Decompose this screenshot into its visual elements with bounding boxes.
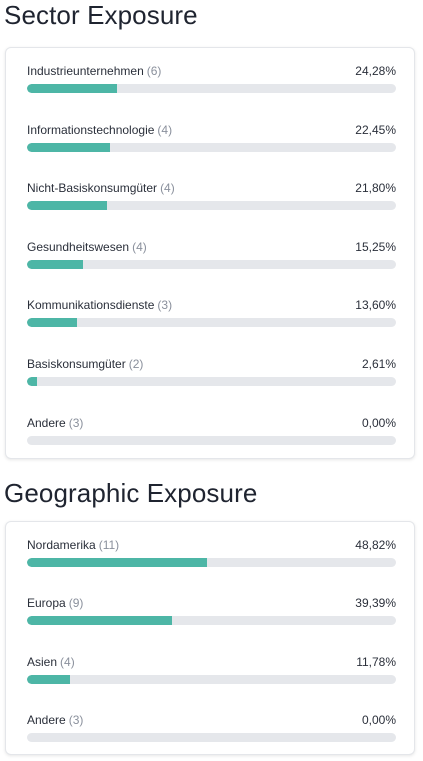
sector-name: Informationstechnologie [27, 122, 155, 137]
region-bar-track [27, 674, 396, 684]
sector-bar-track [27, 377, 396, 386]
sector-exposure-title: Sector Exposure [4, 0, 198, 30]
sector-row-header: Nicht-Basiskonsumgüter (4) 21,80% [27, 180, 396, 196]
region-percent: 11,78% [356, 654, 396, 669]
region-row: Europa (9) 39,39% [27, 595, 396, 629]
sector-percent: 13,60% [355, 298, 396, 313]
sector-label: Kommunikationsdienste (3) [27, 297, 172, 313]
region-row: Andere (3) 0,00% [27, 712, 396, 746]
sector-row-header: Basiskonsumgüter (2) 2,61% [27, 356, 396, 372]
sector-percent: 0,00% [361, 415, 396, 430]
region-bar-track [27, 732, 396, 742]
sector-label: Andere (3) [27, 415, 83, 431]
sector-label: Industrieunternehmen (6) [27, 63, 161, 79]
sector-bar-fill [27, 201, 108, 211]
sector-count: (4) [132, 239, 147, 254]
sector-row-header: Andere (3) 0,00% [27, 415, 396, 431]
region-count: (4) [60, 654, 75, 669]
sector-row: Gesundheitswesen (4) 15,25% [27, 239, 396, 273]
sector-bar-track [27, 84, 396, 93]
sector-count: (2) [128, 357, 144, 371]
region-label: Andere (3) [27, 712, 83, 728]
sector-count: (6) [146, 64, 162, 78]
sector-count: (3) [157, 298, 173, 313]
region-percent: 39,39% [355, 596, 396, 611]
region-row-header: Europa (9) 39,39% [27, 595, 396, 611]
sector-bar-track [27, 435, 396, 445]
sector-bar-fill [27, 377, 37, 386]
region-percent: 48,82% [355, 538, 396, 552]
geographic-exposure-title: Geographic Exposure [4, 478, 258, 508]
sector-bar-fill [27, 318, 78, 328]
region-bar-track [27, 558, 396, 567]
sector-percent: 15,25% [355, 239, 396, 254]
sector-row: Andere (3) 0,00% [27, 415, 396, 449]
region-row-header: Asien (4) 11,78% [27, 654, 396, 670]
sector-bar-fill [27, 259, 84, 269]
region-bar-fill [27, 616, 173, 626]
sector-percent: 2,61% [361, 357, 396, 371]
region-row: Nordamerika (11) 48,82% [27, 537, 396, 571]
sector-bar-fill [27, 84, 117, 93]
sector-percent: 24,28% [355, 64, 396, 78]
region-bar-fill [27, 674, 71, 684]
sector-row-header: Kommunikationsdienste (3) 13,60% [27, 297, 396, 313]
sector-row-header: Gesundheitswesen (4) 15,25% [27, 239, 396, 255]
sector-exposure-card: Industrieunternehmen (6) 24,28% Information… [5, 47, 415, 459]
region-name: Asien [27, 654, 58, 669]
sector-name: Gesundheitswesen [27, 239, 130, 254]
geographic-exposure-card: Nordamerika (11) 48,82% Europa (9) 39,39% Asie… [5, 521, 415, 755]
region-name: Andere [27, 712, 66, 727]
sector-name: Industrieunternehmen [27, 64, 144, 78]
sector-bar-track [27, 142, 396, 152]
region-percent: 0,00% [361, 712, 396, 727]
sector-bar-track [27, 318, 396, 328]
region-label: Europa (9) [27, 595, 83, 611]
sector-name: Basiskonsumgüter [27, 357, 126, 371]
sector-row: Industrieunternehmen (6) 24,28% [27, 63, 396, 97]
region-row-header: Nordamerika (11) 48,82% [27, 537, 396, 553]
sector-label: Nicht-Basiskonsumgüter (4) [27, 180, 175, 196]
sector-label: Gesundheitswesen (4) [27, 239, 147, 255]
region-count: (9) [68, 596, 84, 611]
sector-percent: 22,45% [355, 122, 396, 137]
sector-row: Nicht-Basiskonsumgüter (4) 21,80% [27, 180, 396, 214]
region-bar-track [27, 616, 396, 626]
region-row-header: Andere (3) 0,00% [27, 712, 396, 728]
sector-row-header: Industrieunternehmen (6) 24,28% [27, 63, 396, 79]
sector-count: (3) [68, 415, 84, 430]
region-row: Asien (4) 11,78% [27, 654, 396, 688]
region-label: Nordamerika (11) [27, 537, 119, 553]
sector-row-header: Informationstechnologie (4) 22,45% [27, 122, 396, 138]
region-name: Nordamerika [27, 538, 96, 552]
sector-row: Basiskonsumgüter (2) 2,61% [27, 356, 396, 390]
sector-label: Informationstechnologie (4) [27, 122, 172, 138]
region-label: Asien (4) [27, 654, 75, 670]
sector-bar-track [27, 201, 396, 211]
sector-name: Kommunikationsdienste [27, 298, 155, 313]
sector-bar-fill [27, 142, 110, 152]
region-count: (11) [98, 538, 120, 552]
sector-name: Andere [27, 415, 66, 430]
sector-count: (4) [160, 181, 175, 196]
region-bar-fill [27, 558, 208, 567]
sector-count: (4) [157, 122, 173, 137]
sector-bar-track [27, 259, 396, 269]
region-name: Europa [27, 596, 66, 611]
sector-row: Informationstechnologie (4) 22,45% [27, 122, 396, 156]
sector-row: Kommunikationsdienste (3) 13,60% [27, 297, 396, 331]
sector-name: Nicht-Basiskonsumgüter [27, 181, 158, 196]
region-count: (3) [68, 712, 84, 727]
sector-label: Basiskonsumgüter (2) [27, 356, 143, 372]
sector-percent: 21,80% [355, 181, 396, 196]
